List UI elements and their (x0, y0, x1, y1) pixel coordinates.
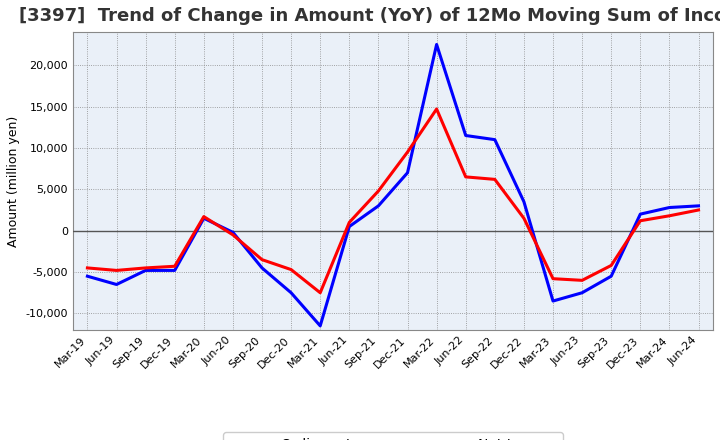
Ordinary Income (636, 212, 644, 217)
Ordinary Income (374, 203, 383, 209)
Title: [3397]  Trend of Change in Amount (YoY) of 12Mo Moving Sum of Incomes: [3397] Trend of Change in Amount (YoY) o… (19, 7, 720, 25)
Net Income (112, 268, 121, 273)
Ordinary Income (607, 274, 616, 279)
Legend: Ordinary Income, Net Income: Ordinary Income, Net Income (223, 432, 563, 440)
Net Income (432, 106, 441, 112)
Ordinary Income (316, 323, 325, 329)
Net Income (665, 213, 674, 218)
Line: Net Income: Net Income (87, 109, 698, 293)
Net Income (636, 218, 644, 224)
Net Income (345, 220, 354, 225)
Ordinary Income (665, 205, 674, 210)
Ordinary Income (83, 274, 91, 279)
Net Income (141, 265, 150, 271)
Ordinary Income (112, 282, 121, 287)
Ordinary Income (577, 290, 586, 295)
Net Income (694, 207, 703, 213)
Net Income (607, 263, 616, 268)
Net Income (520, 216, 528, 221)
Net Income (403, 150, 412, 155)
Ordinary Income (490, 137, 499, 142)
Ordinary Income (141, 268, 150, 273)
Ordinary Income (432, 42, 441, 47)
Net Income (374, 188, 383, 194)
Net Income (171, 264, 179, 269)
Ordinary Income (345, 224, 354, 229)
Ordinary Income (520, 199, 528, 204)
Ordinary Income (287, 290, 295, 295)
Ordinary Income (403, 170, 412, 176)
Y-axis label: Amount (million yen): Amount (million yen) (7, 115, 20, 247)
Ordinary Income (258, 265, 266, 271)
Net Income (83, 265, 91, 271)
Net Income (258, 257, 266, 262)
Net Income (199, 214, 208, 219)
Ordinary Income (462, 133, 470, 138)
Net Income (316, 290, 325, 295)
Line: Ordinary Income: Ordinary Income (87, 44, 698, 326)
Net Income (490, 177, 499, 182)
Ordinary Income (549, 298, 557, 304)
Ordinary Income (228, 230, 237, 235)
Net Income (577, 278, 586, 283)
Ordinary Income (694, 203, 703, 209)
Net Income (228, 232, 237, 238)
Net Income (287, 267, 295, 272)
Net Income (549, 276, 557, 281)
Ordinary Income (171, 268, 179, 273)
Ordinary Income (199, 216, 208, 221)
Net Income (462, 174, 470, 180)
